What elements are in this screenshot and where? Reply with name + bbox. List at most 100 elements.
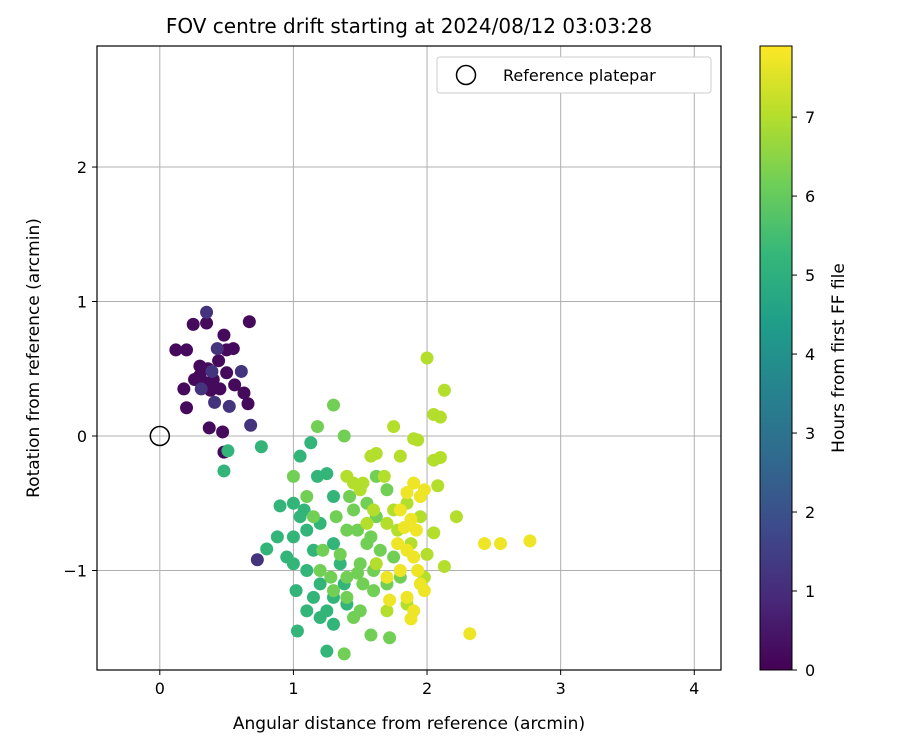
data-point <box>409 523 423 537</box>
colorbar-tick-label: 3 <box>805 424 815 443</box>
data-point <box>417 483 431 497</box>
grid <box>97 46 721 670</box>
data-point <box>360 516 374 530</box>
data-point <box>380 483 394 497</box>
data-point <box>244 418 258 432</box>
colorbar-tick-label: 4 <box>805 345 815 364</box>
data-point <box>343 490 357 504</box>
data-point <box>400 590 414 604</box>
data-point <box>347 611 361 625</box>
legend-marker <box>455 64 477 86</box>
data-point <box>437 383 451 397</box>
data-point <box>407 550 421 564</box>
data-point <box>397 520 411 534</box>
data-point <box>217 464 231 478</box>
legend: Reference platepar <box>436 56 712 94</box>
data-point <box>180 343 194 357</box>
x-axis-label: Angular distance from reference (arcmin) <box>233 714 585 734</box>
data-point <box>340 469 354 483</box>
plot-frame <box>96 45 722 671</box>
data-point <box>241 397 255 411</box>
data-point <box>387 550 401 564</box>
data-point <box>380 516 394 530</box>
data-point <box>208 395 222 409</box>
data-point <box>242 315 256 329</box>
data-point <box>337 647 351 661</box>
x-tick-label: 2 <box>422 679 432 698</box>
data-point <box>327 584 341 598</box>
colorbar-tick-label: 7 <box>805 108 815 127</box>
data-point <box>293 449 307 463</box>
colorbar-tick-label: 6 <box>805 187 815 206</box>
data-point <box>356 476 370 490</box>
data-point <box>327 490 341 504</box>
data-point <box>463 627 477 641</box>
data-point <box>177 382 191 396</box>
data-point <box>217 328 231 342</box>
data-point <box>306 590 320 604</box>
data-point <box>310 420 324 434</box>
data-point <box>477 537 491 551</box>
data-point <box>221 444 235 458</box>
x-tick-label: 0 <box>155 679 165 698</box>
data-point <box>351 523 365 537</box>
data-point <box>433 410 447 424</box>
data-point <box>367 503 381 517</box>
colorbar: 0 1 2 3 4 5 6 7 Hours from first FF file <box>759 45 849 680</box>
data-point <box>393 449 407 463</box>
data-point <box>300 604 314 618</box>
data-point <box>193 368 207 382</box>
y-tick-label: 2 <box>77 158 87 177</box>
data-point <box>387 420 401 434</box>
x-tick-label: 4 <box>689 679 699 698</box>
data-point <box>213 382 227 396</box>
data-point <box>200 316 214 330</box>
data-point <box>320 644 334 658</box>
data-point <box>270 530 284 544</box>
data-point <box>200 305 214 319</box>
data-point <box>449 510 463 524</box>
data-point <box>286 496 300 510</box>
data-point <box>380 604 394 618</box>
data-point <box>369 446 383 460</box>
data-point <box>324 570 338 584</box>
data-point <box>523 534 537 548</box>
data-point <box>367 584 381 598</box>
data-point <box>202 421 216 435</box>
data-point <box>320 604 334 618</box>
data-point <box>411 563 425 577</box>
data-point <box>210 342 224 356</box>
data-point <box>222 399 236 413</box>
data-point <box>347 503 361 517</box>
data-point <box>431 479 445 493</box>
data-point <box>226 342 240 356</box>
data-points <box>149 305 537 661</box>
data-point <box>380 570 394 584</box>
colorbar-tick-label: 2 <box>805 503 815 522</box>
data-point <box>351 566 365 580</box>
chart-title: FOV centre drift starting at 2024/08/12 … <box>166 14 652 38</box>
y-tick-label: 0 <box>77 427 87 446</box>
data-point <box>437 559 451 573</box>
data-point <box>216 425 230 439</box>
data-point <box>333 547 347 561</box>
y-axis-label: Rotation from reference (arcmin) <box>24 218 44 498</box>
legend-label: Reference platepar <box>503 66 656 85</box>
data-point <box>228 378 242 392</box>
data-point <box>304 436 318 450</box>
colorbar-tick-label: 5 <box>805 266 815 285</box>
data-point <box>333 557 347 571</box>
data-point <box>383 631 397 645</box>
colorbar-gradient <box>759 45 793 671</box>
data-point <box>300 523 314 537</box>
data-point <box>356 577 370 591</box>
data-point <box>300 490 314 504</box>
data-point <box>327 398 341 412</box>
colorbar-ticks: 0 1 2 3 4 5 6 7 <box>792 108 815 680</box>
colorbar-tick-label: 0 <box>805 661 815 680</box>
data-point <box>300 563 314 577</box>
data-point <box>420 547 434 561</box>
data-point <box>234 364 248 378</box>
data-point <box>400 485 414 499</box>
